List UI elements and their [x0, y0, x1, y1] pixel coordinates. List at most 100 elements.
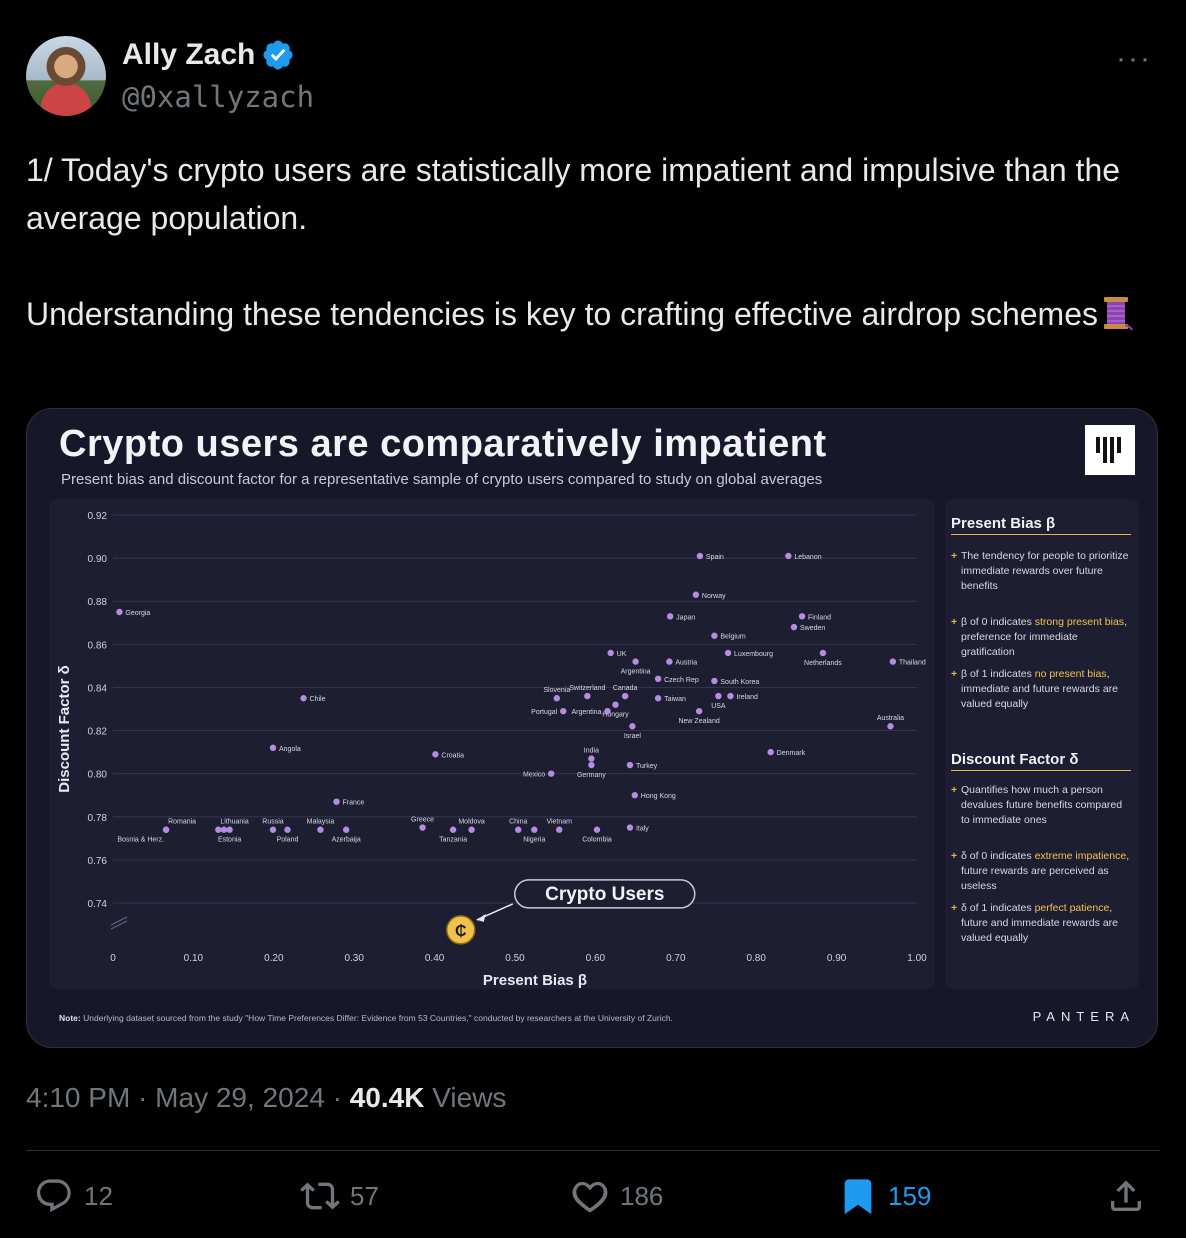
action-bar: 12 57 186 159 — [0, 1176, 1186, 1226]
data-label: France — [343, 800, 365, 807]
data-label: Slovenia — [543, 687, 570, 694]
data-label: Russia — [262, 819, 284, 826]
data-label: Spain — [706, 554, 724, 561]
reply-button[interactable]: 12 — [34, 1176, 113, 1216]
data-point — [632, 658, 639, 665]
data-point — [695, 707, 703, 715]
y-axis-label: Discount Factor δ — [56, 665, 73, 792]
tweet-paragraph-1: 1/ Today's crypto users are statisticall… — [26, 152, 1121, 236]
data-point — [715, 692, 722, 700]
data-point — [553, 695, 561, 702]
data-label: Angola — [279, 746, 301, 753]
data-point — [215, 826, 222, 833]
data-point — [560, 707, 567, 715]
plus-icon: + — [951, 902, 958, 914]
tweet-time[interactable]: 4:10 PM — [26, 1082, 131, 1113]
share-icon — [1111, 1180, 1141, 1211]
crypto-coin-icon: ₵ — [455, 923, 467, 940]
y-tick-label: 0.74 — [88, 899, 108, 910]
data-point — [220, 826, 228, 833]
views-count[interactable]: 40.4K — [349, 1082, 425, 1113]
data-label: Romania — [168, 819, 196, 826]
discount-factor-heading: Discount Factor δ — [951, 751, 1131, 771]
discount-factor-item: + Quantifies how much a person devalues f… — [951, 783, 1133, 828]
discount-factor-item-highlight: extreme impatience — [1034, 850, 1127, 862]
data-label: Thailand — [899, 660, 926, 667]
plus-icon: + — [951, 668, 958, 680]
callout-arrowhead — [476, 913, 486, 922]
data-label: Lebanon — [794, 554, 821, 561]
present-bias-item-text: β of 1 indicates — [961, 668, 1035, 680]
data-point — [468, 826, 475, 833]
data-point — [724, 649, 732, 657]
data-label: Moldova — [458, 819, 485, 826]
data-point — [226, 826, 233, 833]
data-label: Canada — [613, 685, 638, 692]
bookmark-button[interactable]: 159 — [838, 1176, 931, 1216]
data-point — [629, 723, 636, 730]
data-label: Japan — [676, 614, 695, 621]
brand-logo-icon — [1085, 425, 1135, 475]
tweet-text: 1/ Today's crypto users are statisticall… — [26, 146, 1156, 386]
data-point — [547, 770, 555, 777]
author-handle[interactable]: @0xallyzach — [122, 80, 315, 114]
data-label: Greece — [411, 817, 434, 824]
data-label: Switzerland — [569, 685, 605, 692]
present-bias-item: + β of 0 indicates strong present bias, p… — [951, 615, 1133, 660]
discount-factor-item: + δ of 0 indicates extreme impatience, fu… — [951, 849, 1133, 894]
data-label: Mexico — [523, 772, 545, 779]
card-subtitle: Present bias and discount factor for a r… — [61, 471, 823, 488]
data-point — [556, 826, 563, 833]
data-label: Azerbaija — [332, 837, 361, 844]
data-label: Finland — [808, 614, 831, 621]
data-point — [300, 695, 307, 702]
data-point — [621, 692, 629, 700]
y-tick-label: 0.76 — [88, 856, 108, 867]
data-point — [790, 623, 798, 631]
data-point — [889, 658, 897, 665]
share-button[interactable] — [1106, 1176, 1146, 1216]
author-name[interactable]: Ally Zach — [122, 38, 256, 71]
data-point — [654, 695, 662, 702]
data-label: Ireland — [736, 694, 758, 701]
repost-button[interactable]: 57 — [300, 1176, 379, 1216]
data-label: Norway — [702, 593, 726, 600]
data-point — [317, 826, 324, 833]
data-label: Colombia — [582, 837, 612, 844]
more-options-icon[interactable]: ··· — [1116, 42, 1152, 75]
reply-icon — [36, 1179, 71, 1213]
data-point — [333, 798, 340, 805]
data-label: New Zealand — [678, 718, 719, 725]
data-label: Vietnam — [546, 819, 572, 826]
media-card[interactable]: Crypto users are comparatively impatient… — [26, 408, 1158, 1048]
divider — [26, 1150, 1160, 1151]
data-point — [284, 826, 291, 833]
data-point — [531, 826, 538, 833]
data-point — [887, 723, 894, 730]
author-name-row[interactable]: Ally Zach — [122, 38, 295, 72]
data-point — [696, 552, 704, 560]
data-point — [631, 792, 638, 799]
avatar[interactable] — [26, 36, 106, 116]
tweet-date[interactable]: May 29, 2024 — [155, 1082, 325, 1113]
axis-break-mark — [110, 920, 128, 930]
present-bias-item: + β of 1 indicates no present bias, immed… — [951, 667, 1133, 712]
data-point — [819, 649, 827, 657]
data-point — [767, 748, 774, 756]
data-point — [269, 826, 277, 833]
tweet-paragraph-2: Understanding these tendencies is key to… — [26, 290, 1156, 338]
data-point — [626, 824, 634, 831]
data-label: Chile — [310, 696, 326, 703]
data-label: Denmark — [777, 750, 806, 757]
x-axis-label: Present Bias β — [483, 972, 587, 989]
data-label: Nigeria — [523, 837, 545, 844]
data-label: Estonia — [218, 837, 241, 844]
like-button[interactable]: 186 — [570, 1176, 663, 1216]
present-bias-item-text: β of 0 indicates — [961, 616, 1035, 628]
tweet-paragraph-2-text: Understanding these tendencies is key to… — [26, 296, 1098, 332]
data-point — [449, 826, 457, 833]
pantera-wordmark: PANTERA — [1032, 1009, 1135, 1024]
data-point — [785, 552, 792, 560]
crypto-users-point — [446, 915, 476, 945]
y-tick-label: 0.80 — [88, 770, 108, 781]
